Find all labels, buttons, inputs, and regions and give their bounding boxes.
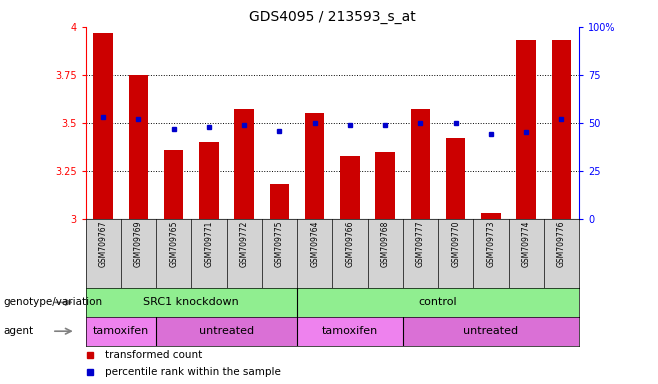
Text: percentile rank within the sample: percentile rank within the sample [105,366,281,377]
Bar [340,156,360,219]
Bar [270,184,289,219]
Bar [403,317,579,346]
Text: GSM709776: GSM709776 [557,221,566,267]
Bar [199,142,218,219]
Text: genotype/variation: genotype/variation [3,297,103,308]
Text: SRC1 knockdown: SRC1 knockdown [143,297,239,308]
Bar [86,317,156,346]
Text: tamoxifen: tamoxifen [322,326,378,336]
Bar [481,213,501,219]
Bar [93,33,113,219]
Text: GSM709777: GSM709777 [416,221,425,267]
Text: GSM709769: GSM709769 [134,221,143,267]
Text: GSM709765: GSM709765 [169,221,178,267]
Bar [234,109,254,219]
Text: untreated: untreated [463,326,519,336]
Text: control: control [418,297,457,308]
Text: GSM709766: GSM709766 [345,221,355,267]
Bar [129,75,148,219]
Text: GSM709774: GSM709774 [522,221,530,267]
Bar [156,317,297,346]
Text: tamoxifen: tamoxifen [93,326,149,336]
Bar [297,317,403,346]
Text: GSM709771: GSM709771 [205,221,213,267]
Bar [517,40,536,219]
Bar [411,109,430,219]
Bar [305,113,324,219]
Text: transformed count: transformed count [105,350,203,360]
Text: GSM709775: GSM709775 [275,221,284,267]
Text: agent: agent [3,326,34,336]
Bar [86,288,297,317]
Text: GSM709764: GSM709764 [310,221,319,267]
Text: GSM709772: GSM709772 [240,221,249,267]
Title: GDS4095 / 213593_s_at: GDS4095 / 213593_s_at [249,10,416,25]
Bar [551,40,571,219]
Text: GSM709767: GSM709767 [99,221,108,267]
Text: untreated: untreated [199,326,254,336]
Text: GSM709770: GSM709770 [451,221,460,267]
Bar [376,152,395,219]
Bar [297,288,579,317]
Bar [164,150,184,219]
Text: GSM709773: GSM709773 [486,221,495,267]
Text: GSM709768: GSM709768 [381,221,390,267]
Bar [446,138,465,219]
